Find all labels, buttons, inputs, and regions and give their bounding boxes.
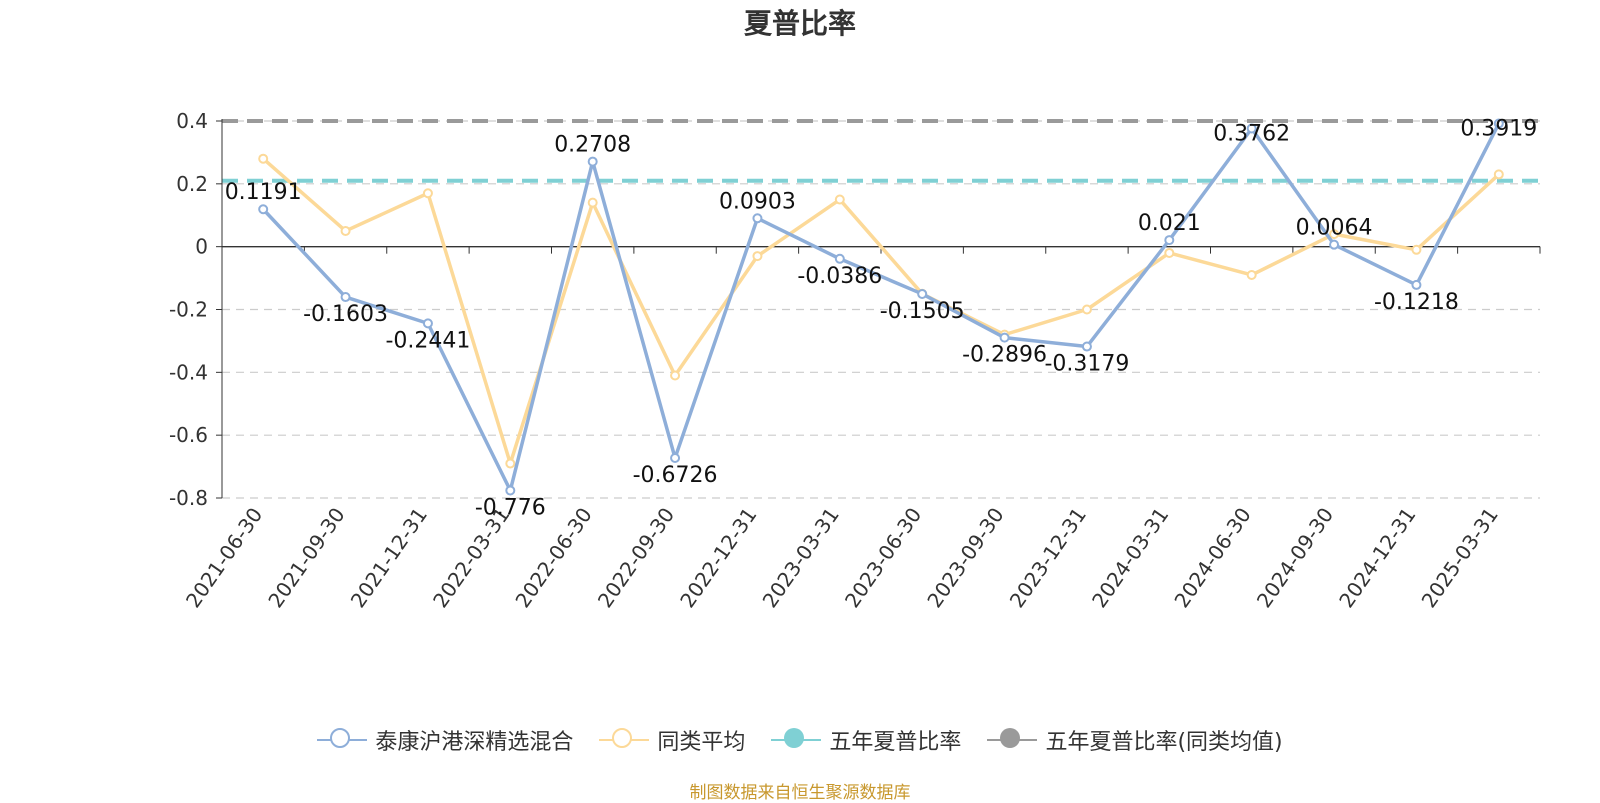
x-tick-label-13: 2024-09-30 xyxy=(1252,503,1338,612)
data-label-5: -0.6726 xyxy=(633,463,718,488)
data-label-6: 0.0903 xyxy=(719,189,796,214)
data-label-3: -0.776 xyxy=(475,495,546,520)
data-label-13: 0.0064 xyxy=(1296,216,1373,241)
data-label-0: 0.1191 xyxy=(225,180,302,205)
series-0-point-14 xyxy=(1411,279,1422,290)
series-0-point-1 xyxy=(340,292,351,303)
x-tick-label-7: 2023-03-31 xyxy=(758,503,844,612)
data-label-2: -0.2441 xyxy=(385,328,470,353)
data-label-8: -0.1505 xyxy=(880,299,965,324)
x-tick-label-14: 2024-12-31 xyxy=(1334,503,1420,612)
legend-label-fund: 泰康沪港深精选混合 xyxy=(375,730,574,755)
series-1-point-12 xyxy=(1246,269,1257,280)
legend-swatch-fund xyxy=(317,727,368,753)
series-0-point-8 xyxy=(917,288,928,299)
legend-item-five-year-sharpe-category-mean[interactable]: 五年夏普比率(同类均值) xyxy=(987,724,1283,756)
data-label-10: -0.3179 xyxy=(1044,352,1129,377)
series-1-point-7 xyxy=(834,194,845,205)
axis-layer: 0.4 0.2 0 -0.2 -0.4 -0.6 -0.82021-06-302021-09… xyxy=(169,109,1541,612)
series-1-point-0 xyxy=(258,153,269,164)
series-1-point-1 xyxy=(340,225,351,236)
x-tick-label-9: 2023-09-30 xyxy=(922,503,1008,612)
y-tick-label-6: -0.8 xyxy=(169,486,208,510)
data-label-layer: 0.1191 -0.1603-0.2441 -0.776 0.2708 -0.6726 0… xyxy=(225,117,1538,521)
series-0-point-11 xyxy=(1164,235,1175,246)
series-line-1 xyxy=(262,157,1500,466)
x-tick-label-2: 2021-12-31 xyxy=(346,503,432,612)
legend-item-fund[interactable]: 泰康沪港深精选混合 xyxy=(317,724,573,756)
series-1-point-3 xyxy=(505,458,516,469)
series-0-point-10 xyxy=(1081,341,1092,352)
legend-label-five-year-sharpe-category-mean: 五年夏普比率(同类均值) xyxy=(1045,730,1283,755)
legend-swatch-five-year-sharpe-category-mean xyxy=(987,727,1038,753)
data-label-11: 0.021 xyxy=(1138,211,1201,236)
series-0-point-4 xyxy=(587,156,598,167)
series-1-point-10 xyxy=(1081,304,1092,315)
legend-item-five-year-sharpe[interactable]: 五年夏普比率 xyxy=(771,724,961,756)
series-1-point-14 xyxy=(1411,244,1422,255)
legend-label-five-year-sharpe: 五年夏普比率 xyxy=(829,730,962,755)
data-label-7: -0.0386 xyxy=(797,264,882,289)
chart-plot: 0.4 0.2 0 -0.2 -0.4 -0.6 -0.82021-06-302021-09… xyxy=(169,109,1541,612)
series-0-point-2 xyxy=(422,318,433,329)
series-0-point-13 xyxy=(1329,239,1340,250)
x-tick-label-0: 2021-06-30 xyxy=(181,503,267,612)
legend-item-category-average[interactable]: 同类平均 xyxy=(599,724,745,756)
y-tick-label-4: -0.4 xyxy=(169,360,208,384)
series-0-point-0 xyxy=(258,204,269,215)
series-0-point-7 xyxy=(834,253,845,264)
legend-swatch-category-average xyxy=(599,727,650,753)
series-1-point-13 xyxy=(1329,229,1340,240)
series-0-point-5 xyxy=(670,452,681,463)
source-note: 制图数据来自恒生聚源数据库 xyxy=(689,783,911,803)
legend: 泰康沪港深精选混合 同类平均 五年夏普比率 五年夏普比率(同类均值) xyxy=(0,720,1600,760)
y-tick-label-5: -0.6 xyxy=(169,423,208,447)
data-label-12: 0.3762 xyxy=(1213,121,1290,146)
series-layer xyxy=(258,118,1504,496)
x-tick-label-5: 2022-09-30 xyxy=(593,503,679,612)
series-1-point-6 xyxy=(752,251,763,262)
series-1-point-2 xyxy=(422,188,433,199)
y-tick-label-1: 0.2 xyxy=(176,172,208,196)
series-1-point-5 xyxy=(670,370,681,381)
x-tick-label-10: 2023-12-31 xyxy=(1005,503,1091,612)
y-tick-label-0: 0.4 xyxy=(176,109,208,133)
x-tick-label-8: 2023-06-30 xyxy=(840,503,926,612)
series-1-point-4 xyxy=(587,197,598,208)
y-tick-label-3: -0.2 xyxy=(169,298,208,322)
x-tick-label-12: 2024-06-30 xyxy=(1169,503,1255,612)
chart-title: 夏普比率 xyxy=(743,7,856,40)
x-tick-label-15: 2025-03-31 xyxy=(1417,503,1503,612)
series-0-point-9 xyxy=(999,332,1010,343)
series-1-point-15 xyxy=(1493,169,1504,180)
series-0-point-6 xyxy=(752,213,763,224)
y-tick-label-2: 0 xyxy=(195,235,208,259)
data-label-4: 0.2708 xyxy=(554,133,631,158)
data-label-9: -0.2896 xyxy=(962,343,1047,368)
series-1-point-11 xyxy=(1164,247,1175,258)
x-tick-label-11: 2024-03-31 xyxy=(1087,503,1173,612)
series-0-point-15 xyxy=(1493,118,1504,129)
series-line-0 xyxy=(261,122,1501,493)
series-0-point-3 xyxy=(505,485,516,496)
legend-swatch-five-year-sharpe xyxy=(771,727,822,753)
data-label-15: 0.3919 xyxy=(1460,117,1537,142)
data-label-1: -0.1603 xyxy=(303,302,388,327)
x-tick-label-6: 2022-12-31 xyxy=(675,503,761,612)
reference-lines-layer xyxy=(222,119,1540,183)
data-label-14: -0.1218 xyxy=(1374,290,1459,315)
series-0-point-12 xyxy=(1246,123,1257,134)
x-tick-label-1: 2021-09-30 xyxy=(263,503,349,612)
legend-label-category-average: 同类平均 xyxy=(657,730,746,755)
